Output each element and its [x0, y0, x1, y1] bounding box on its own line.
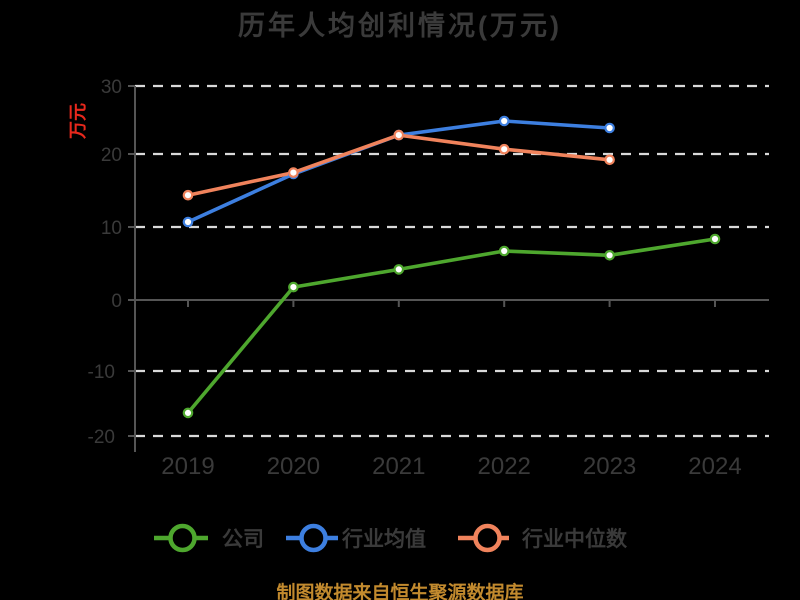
svg-text:20: 20: [101, 145, 122, 166]
svg-text:公司: 公司: [222, 528, 264, 551]
svg-text:-10: -10: [88, 362, 115, 383]
svg-text:行业中位数: 行业中位数: [521, 527, 628, 551]
svg-text:行业均值: 行业均值: [341, 527, 426, 551]
svg-text:2019: 2019: [161, 453, 214, 480]
svg-text:2022: 2022: [478, 453, 531, 480]
svg-text:10: 10: [101, 218, 122, 239]
svg-text:2020: 2020: [267, 453, 320, 480]
svg-text:30: 30: [101, 77, 122, 98]
svg-text:2023: 2023: [583, 453, 636, 480]
svg-text:2024: 2024: [688, 453, 741, 480]
svg-text:2021: 2021: [372, 453, 425, 480]
svg-text:-20: -20: [88, 427, 115, 448]
svg-text:0: 0: [111, 291, 122, 312]
